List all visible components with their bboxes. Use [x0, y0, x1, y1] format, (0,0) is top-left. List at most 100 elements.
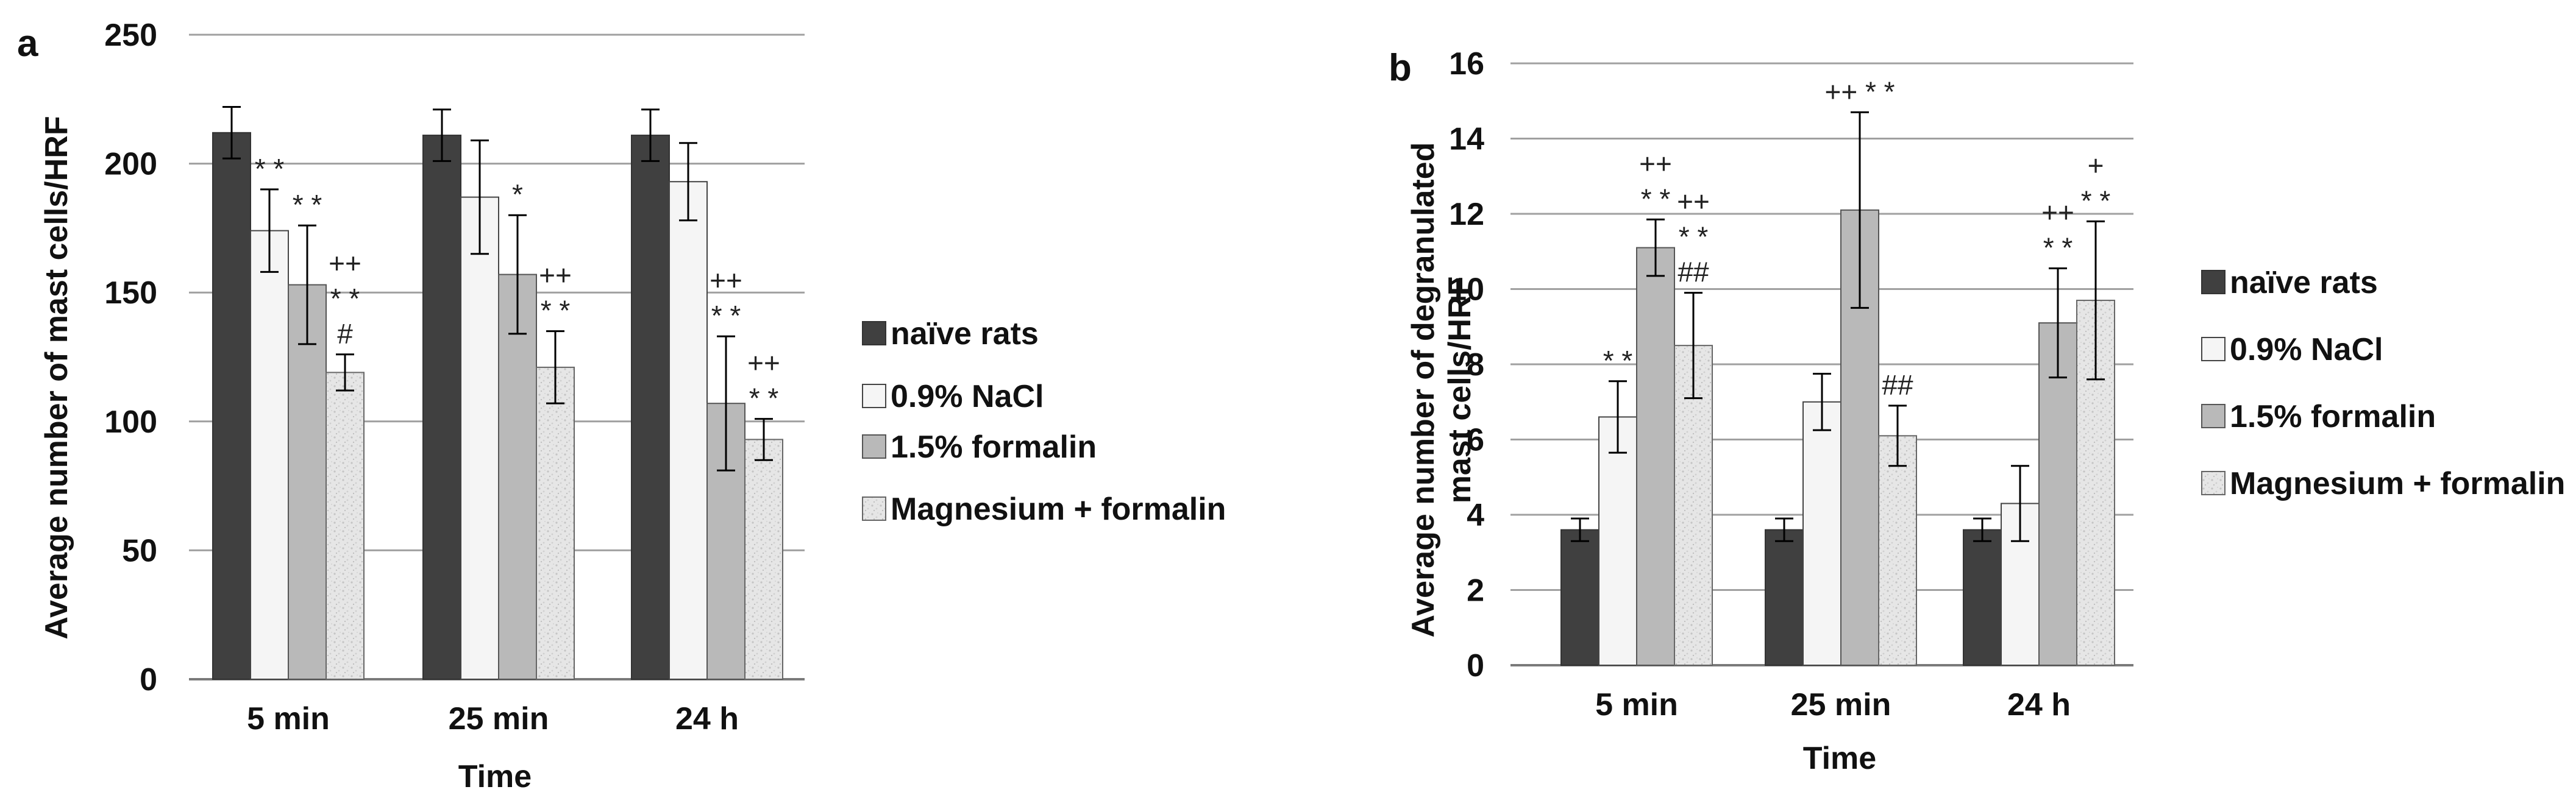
chart-a-bar-magnesium-formalin-25-min	[536, 366, 575, 680]
chart-a-y-tick-50: 50	[122, 533, 157, 568]
chart-b-x-tick-25-min: 25 min	[1791, 687, 1891, 722]
chart-a-y-axis-title: Average number of mast cells/HRF	[39, 116, 74, 639]
chart-b-significance-mark: ++	[1639, 147, 1672, 179]
chart-a-y-tick-150: 150	[104, 275, 157, 311]
chart-a-significance-mark: ++	[747, 347, 780, 379]
chart-b-y-tick-0: 0	[1467, 648, 1484, 684]
chart-b-legend-label-1-5-formalin: 1.5% formalin	[2230, 399, 2436, 434]
chart-b-legend-swatch-1-5-formalin	[2201, 404, 2226, 428]
chart-b-legend-label-0-9-nacl: 0.9% NaCl	[2230, 332, 2383, 367]
chart-b-y-tick-14: 14	[1449, 122, 1484, 157]
chart-b-significance-mark: * *	[1603, 345, 1633, 376]
chart-b-x-tick-24-h: 24 h	[2007, 687, 2071, 722]
chart-a-x-ticks: 5 min 25 min 24 h	[247, 701, 739, 737]
chart-a-legend-swatch-1-5-formalin	[862, 434, 886, 459]
chart-a-significance-mark: * *	[711, 300, 741, 331]
chart-a-bar-magnesium-formalin-24-h	[744, 439, 783, 680]
chart-a-legend: naïve rats 0.9% NaCl 1.5% formalin Magnesiu…	[862, 316, 1226, 527]
chart-a-legend-label-magnesium-formalin: Magnesium + formalin	[891, 492, 1226, 527]
chart-a-bar-na-ve-rats-5-min	[212, 132, 251, 680]
chart-b-significance-mark: ++	[2041, 197, 2074, 228]
chart-b-bar-na-ve-rats-5-min	[1560, 529, 1599, 666]
chart-b-significance-mark: * *	[1641, 183, 1671, 214]
chart-b-significance-mark: +	[2088, 149, 2104, 181]
chart-b-significance-mark: ++ * *	[1824, 76, 1895, 107]
chart-b-x-axis-title: Time	[1803, 741, 1876, 776]
chart-b-x-ticks: 5 min 25 min 24 h	[1595, 687, 2071, 722]
chart-a-x-tick-25-min: 25 min	[449, 701, 549, 737]
chart-a-significance-mark: ++	[329, 247, 361, 279]
chart-a-bar-magnesium-formalin-5-min	[326, 372, 365, 680]
chart-a-y-tick-100: 100	[104, 404, 157, 440]
chart-a-bar-1-5-formalin-5-min	[288, 284, 327, 680]
chart-b-error-bars	[1571, 111, 2105, 542]
chart-b-significance-mark: * *	[2081, 185, 2111, 216]
chart-b-bars	[1560, 209, 2115, 666]
chart-a-x-tick-24-h: 24 h	[675, 701, 739, 737]
chart-b-bar-magnesium-formalin-25-min	[1878, 435, 1917, 666]
chart-a-significance-mark: * *	[255, 153, 285, 185]
chart-a-legend-swatch-na-ve-rats	[862, 321, 886, 345]
chart-b-significance-mark: * *	[1679, 221, 1709, 253]
chart-b-legend-label-magnesium-formalin: Magnesium + formalin	[2230, 466, 2565, 501]
chart-a-legend-swatch-magnesium-formalin	[862, 496, 886, 521]
chart-a-legend-label-1-5-formalin: 1.5% formalin	[891, 429, 1097, 465]
chart-b-y-axis-title-line1: Average number of degranulated	[1406, 143, 1441, 638]
chart-a-legend-swatch-0-9-nacl	[862, 384, 886, 408]
chart-b-legend-swatch-0-9-nacl	[2201, 337, 2226, 361]
chart-a-significance-mark: ++	[539, 260, 572, 291]
chart-a-bar-0-9-nacl-24-h	[669, 181, 708, 680]
chart-a-significance-mark: * *	[541, 295, 571, 327]
chart-a-bar-0-9-nacl-5-min	[250, 230, 289, 680]
chart-b-y-tick-10: 10	[1449, 272, 1484, 308]
chart-a-bar-na-ve-rats-25-min	[422, 135, 461, 680]
chart-a-y-tick-0: 0	[140, 662, 157, 698]
chart-b-significance-mark: ++	[1677, 186, 1710, 217]
chart-a-annotations: * ** *++* *#*++* *++* *++* *	[255, 153, 780, 414]
panel-label-b: b	[1389, 47, 1412, 89]
chart-b-y-axis-title-line2: mast cells/HRF	[1442, 277, 1478, 504]
chart-b-bar-1-5-formalin-24-h	[2038, 322, 2077, 666]
chart-a-legend-label-0-9-nacl: 0.9% NaCl	[891, 379, 1044, 414]
chart-a-significance-mark: *	[512, 178, 523, 210]
chart-b-legend-label-na-ve-rats: naïve rats	[2230, 265, 2378, 300]
chart-b-bar-na-ve-rats-25-min	[1765, 529, 1804, 666]
chart-b-y-tick-16: 16	[1449, 46, 1484, 82]
chart-b-y-tick-6: 6	[1467, 423, 1484, 458]
chart-b-y-ticks: 0 2 4 6 8 10 12 14 16	[1449, 46, 1484, 684]
chart-a-significance-mark: #	[337, 318, 353, 350]
chart-a-y-ticks: 0 50 100 150 200 250	[104, 18, 157, 698]
chart-b-bar-na-ve-rats-24-h	[1963, 529, 2002, 666]
chart-a-significance-mark: * *	[330, 283, 360, 314]
chart-a-bar-1-5-formalin-25-min	[498, 274, 537, 680]
chart-b-y-tick-12: 12	[1449, 197, 1484, 232]
chart-b-x-tick-5-min: 5 min	[1595, 687, 1678, 722]
chart-b-significance-mark: ##	[1678, 256, 1709, 288]
chart-a-error-bars	[222, 105, 773, 472]
chart-b-y-tick-2: 2	[1467, 573, 1484, 609]
chart-a-bar-0-9-nacl-25-min	[460, 196, 499, 680]
chart-a-x-axis-title: Time	[458, 759, 532, 794]
chart-b-legend-swatch-na-ve-rats	[2201, 270, 2226, 294]
chart-b-legend: naïve rats 0.9% NaCl 1.5% formalin Magnesiu…	[2201, 265, 2565, 501]
panel-label-a: a	[17, 23, 38, 65]
chart-a-legend-label-na-ve-rats: naïve rats	[891, 316, 1039, 352]
chart-b-significance-mark: * *	[2043, 232, 2073, 264]
chart-a-y-tick-250: 250	[104, 18, 157, 53]
chart-a-significance-mark: * *	[749, 383, 779, 414]
chart-a-x-tick-5-min: 5 min	[247, 701, 330, 737]
chart-b-bar-1-5-formalin-5-min	[1636, 247, 1675, 666]
chart-b-annotations: * *++* * ++* *##++ * *##++* *+* *	[1603, 76, 2111, 401]
chart-b-significance-mark: ##	[1882, 369, 1913, 401]
chart-a-y-tick-200: 200	[104, 147, 157, 182]
chart-a-bar-na-ve-rats-24-h	[631, 135, 670, 680]
chart-b-y-tick-8: 8	[1467, 347, 1484, 383]
chart-a-significance-mark: ++	[710, 264, 742, 296]
chart-b-legend-swatch-magnesium-formalin	[2201, 471, 2226, 495]
chart-b-y-tick-4: 4	[1467, 498, 1484, 533]
chart-a-significance-mark: * *	[293, 189, 322, 221]
chart-b-bar-0-9-nacl-25-min	[1802, 401, 1841, 666]
